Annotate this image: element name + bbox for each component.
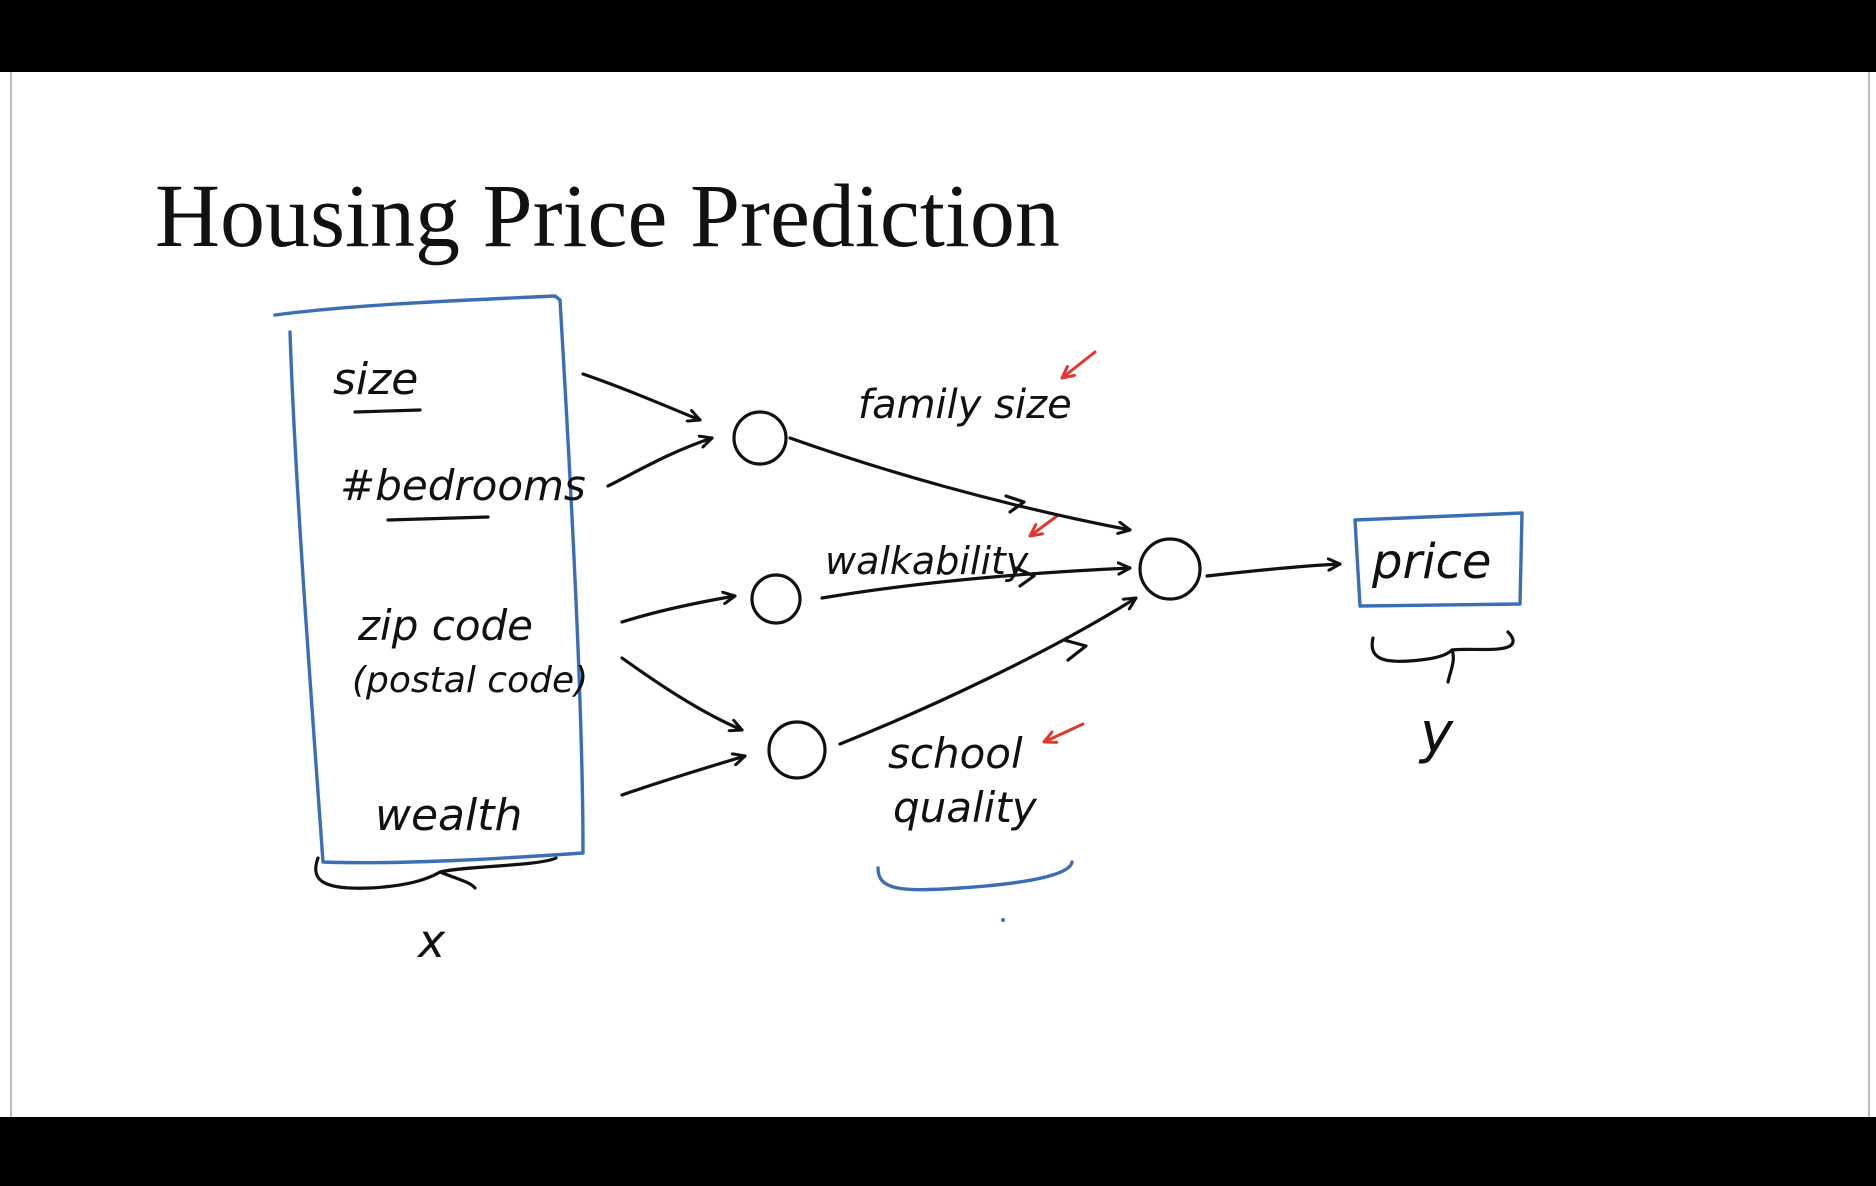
- node-walkability: [750, 573, 802, 625]
- frame-edge-left: [10, 72, 12, 1117]
- y-label: y: [1418, 701, 1454, 766]
- node-family-size: [732, 410, 788, 466]
- arrow-school-to-output: [838, 596, 1138, 746]
- arrow-size-to-family: [581, 372, 702, 420]
- x-label: x: [416, 914, 446, 968]
- letterbox-bottom: [0, 1117, 1876, 1186]
- arrow-zip-to-school: [620, 656, 744, 730]
- arrow-wealth-to-school: [620, 756, 747, 797]
- size-underline: [353, 408, 422, 414]
- input-label-postal: (postal code): [352, 660, 588, 701]
- input-label-wealth: wealth: [375, 790, 522, 841]
- arrow-family-to-output: [788, 436, 1132, 530]
- arrow-family-tick: [1004, 494, 1026, 514]
- feature-label-quality: quality: [893, 783, 1038, 832]
- arrow-output-to-price: [1205, 564, 1342, 578]
- red-arrow-family-size: [1062, 350, 1097, 378]
- arrow-walk-to-output: [820, 568, 1132, 600]
- arrow-bedrooms-to-family: [606, 438, 714, 488]
- arrow-school-tick: [1062, 638, 1088, 662]
- arrow-zip-to-walk: [620, 596, 737, 624]
- feature-label-family-size: family size: [858, 382, 1072, 428]
- price-box: [1353, 511, 1524, 608]
- bedrooms-underline: [386, 515, 490, 522]
- input-box: [273, 294, 585, 865]
- letterbox-top: [0, 0, 1876, 72]
- node-school-quality: [767, 720, 827, 780]
- arrow-walk-tick: [1014, 566, 1036, 588]
- school-quality-underline: [876, 860, 1074, 892]
- feature-label-school: school: [888, 729, 1023, 778]
- slide-title: Housing Price Prediction: [155, 167, 1060, 266]
- ink-dot: [1001, 918, 1005, 922]
- output-label-price: price: [1371, 534, 1491, 590]
- red-arrow-walkability: [1030, 514, 1059, 536]
- frame-edge-right: [1868, 72, 1870, 1117]
- input-label-size: size: [333, 354, 418, 405]
- red-arrow-school-quality: [1044, 722, 1085, 742]
- y-brace: [1370, 630, 1515, 684]
- input-label-bedrooms: #bedrooms: [340, 461, 586, 510]
- node-output: [1138, 537, 1202, 601]
- input-label-zip: zip code: [357, 601, 533, 650]
- x-brace: [314, 856, 558, 890]
